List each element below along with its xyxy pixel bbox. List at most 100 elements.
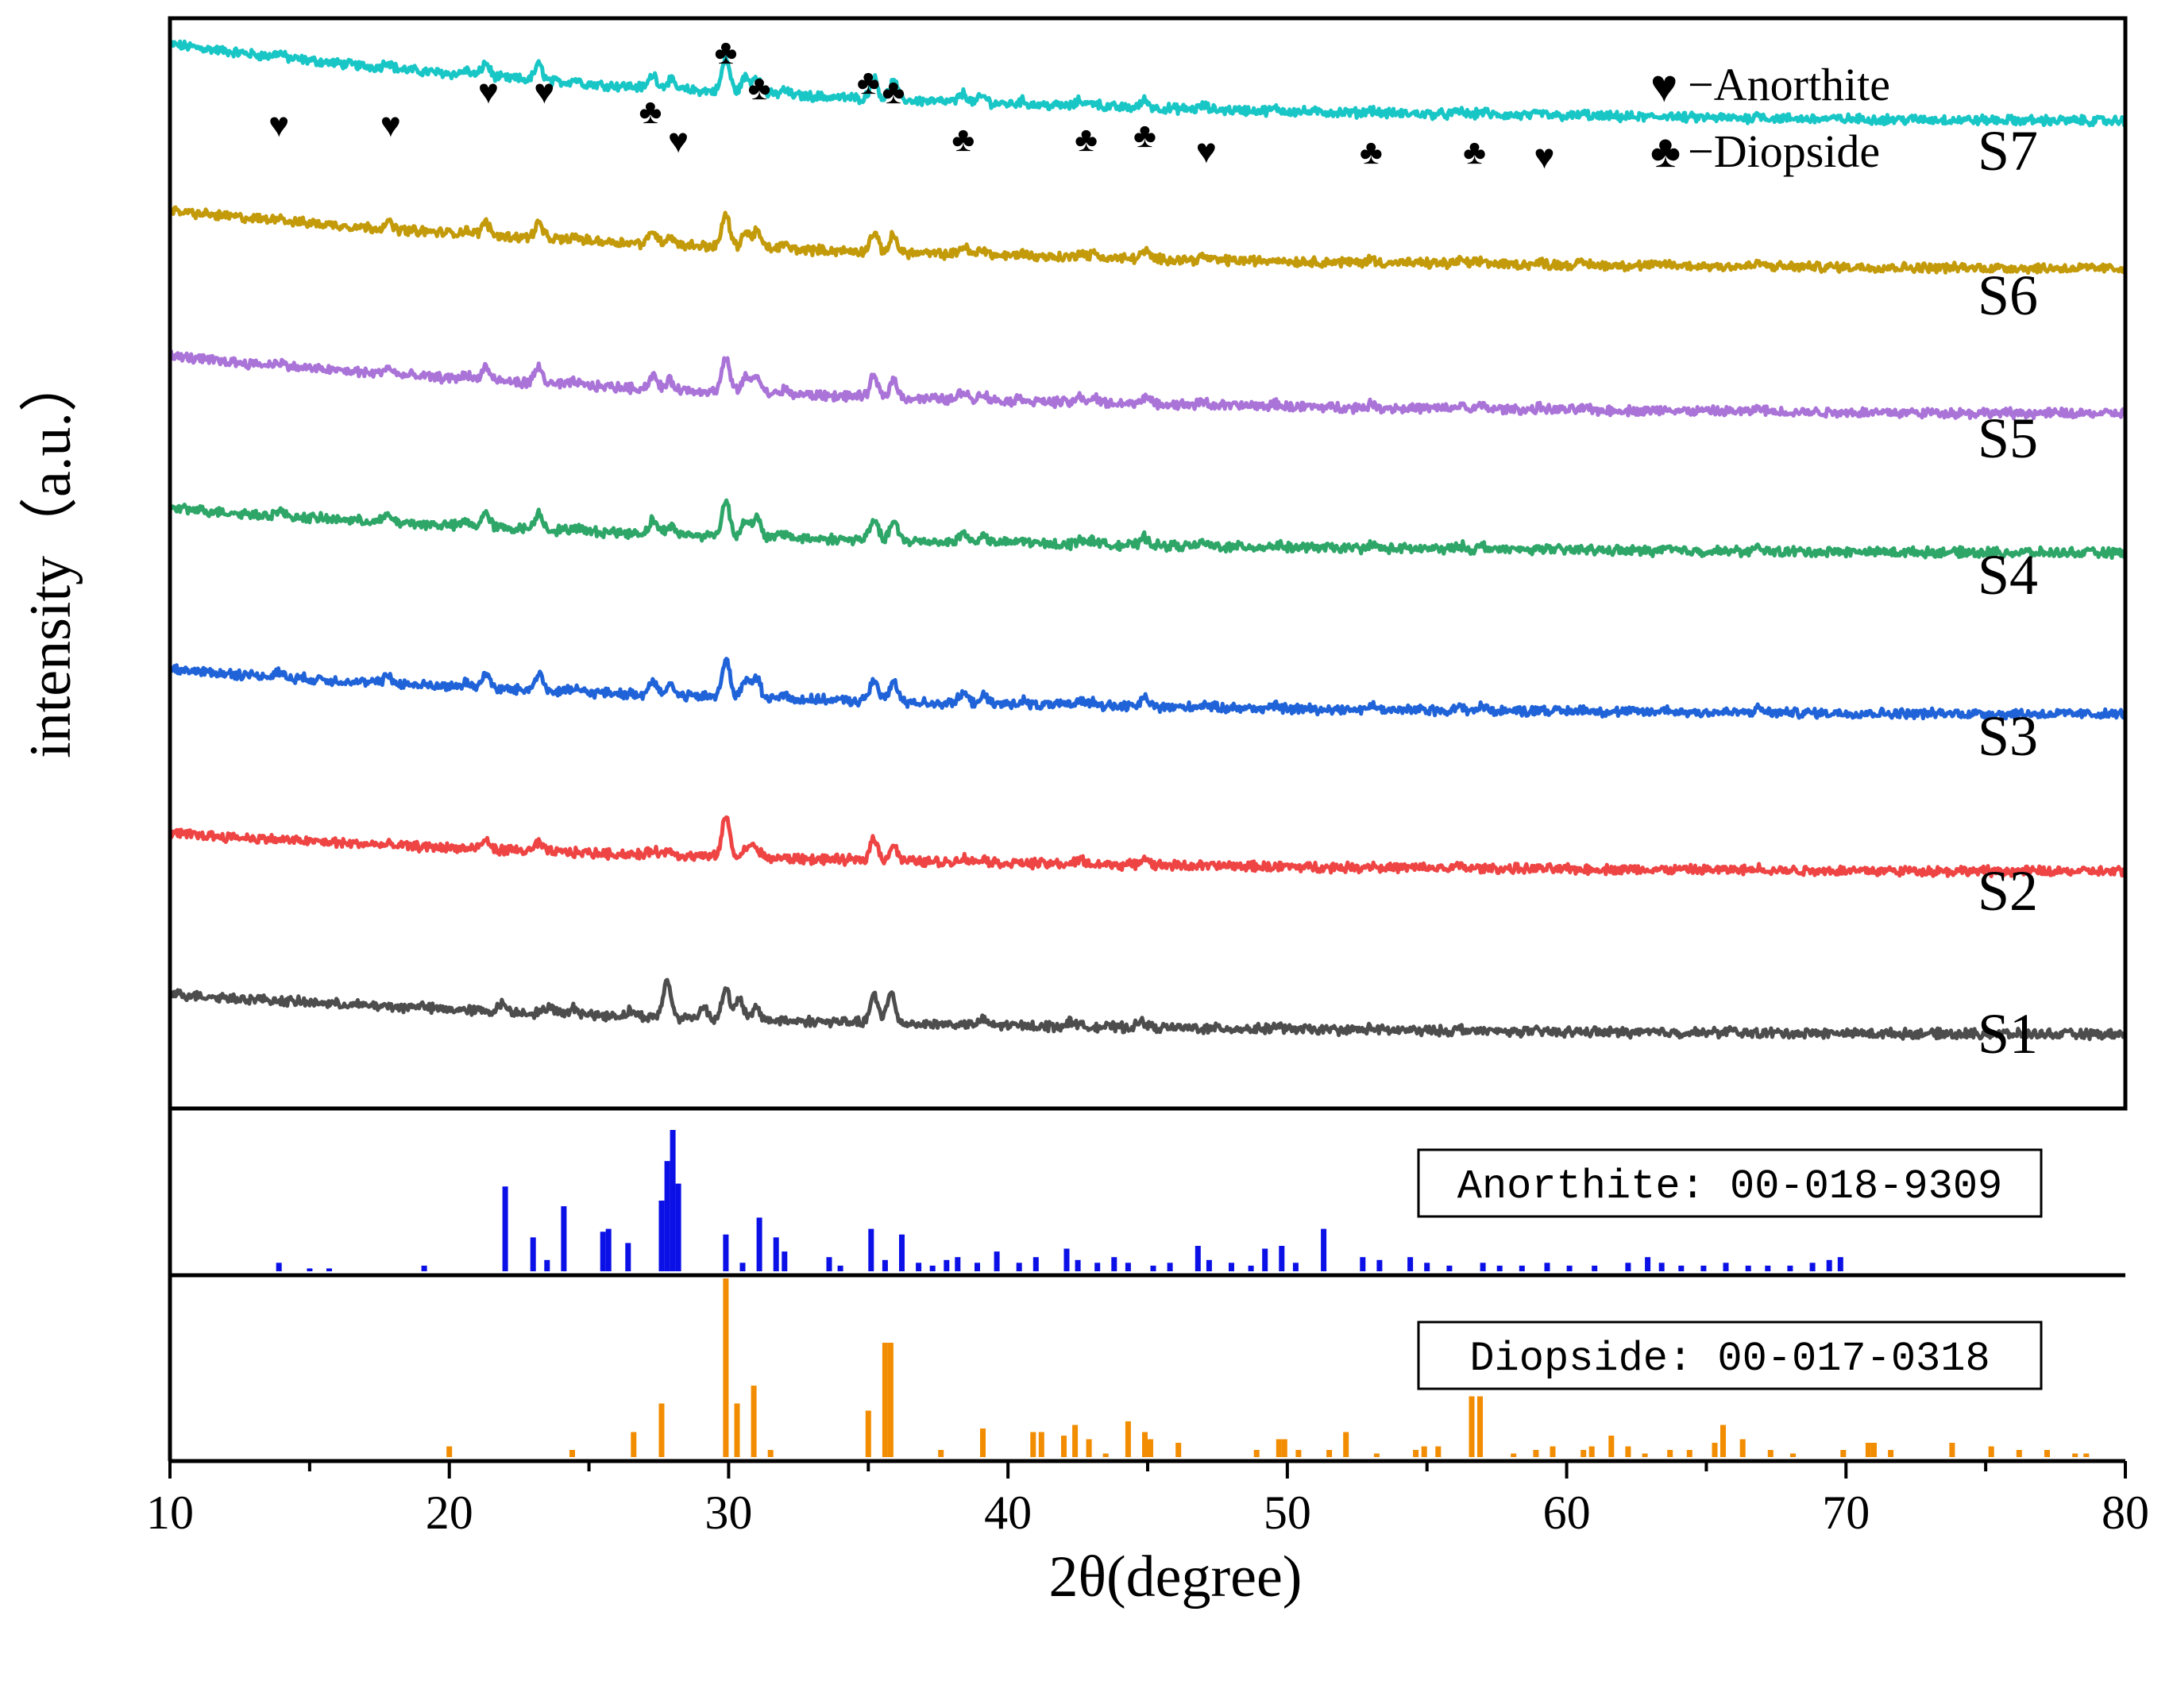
diopside-marker: ♣ [1463,133,1486,172]
anorthite-ref-box [1417,1148,2043,1218]
series-label-s3: S3 [1978,704,2038,768]
anorthite-ref-peak [929,1265,936,1271]
anorthite-ref-peak [1625,1263,1631,1271]
anorthite-ref-peak [1837,1257,1843,1271]
anorthite-marker: ♥ [478,72,499,111]
anorthite-ref-peak [1016,1263,1022,1271]
anorthite-ref-peak [1826,1259,1832,1271]
series-label-s2: S2 [1978,859,2038,923]
series-label-s1: S1 [1978,1002,2038,1066]
diopside-ref-peak [1061,1436,1067,1457]
series-label-s7: S7 [1978,119,2038,183]
diopside-ref-peak [1295,1450,1302,1457]
anorthite-ref-peak [664,1161,670,1271]
legend-symbol-anorthite: ♥ [1650,60,1677,112]
diopside-ref-peak [631,1432,637,1457]
anorthite-marker: ♥ [380,106,401,145]
anorthite-ref-peak [1700,1265,1707,1271]
diopside-marker: ♣ [748,68,771,107]
anorthite-ref-peak [1376,1259,1383,1271]
anorthite-ref-peak [739,1263,746,1271]
diopside-ref-peak [1413,1450,1419,1457]
diopside-ref-peak [1588,1446,1595,1457]
diopside-ref-peak [1988,1446,1994,1457]
diopside-ref-peak [887,1343,894,1457]
anorthite-ref-peak [1809,1263,1816,1271]
x-axis-label: 2θ(degree) [1049,1544,1303,1610]
diopside-marker: ♣ [714,33,737,71]
anorthite-ref-peak [882,1259,888,1271]
diopside-ref-peak [1142,1432,1148,1457]
legend-label-anorthite: −Anorthite [1688,59,1890,110]
diopside-ref-peak [1720,1425,1726,1457]
diopside-ref-peak [938,1450,944,1457]
diopside-ref-peak [1175,1443,1182,1457]
anorthite-ref-peak [544,1259,550,1271]
diopside-ref-peak [2083,1453,2090,1457]
diopside-ref-box [1417,1321,2043,1390]
diopside-ref-peak [1030,1432,1036,1457]
diopside-ref-peak [1581,1450,1587,1457]
diopside-ref-peak [1373,1453,1380,1457]
anorthite-marker: ♥ [268,106,289,145]
anorthite-ref-peak [1321,1228,1327,1271]
x-tick-label: 40 [984,1486,1032,1539]
diopside-ref-peak [1840,1450,1847,1457]
legend: ♥ −Anorthite ♣ −Diopside [1650,59,1890,177]
anorthite-ref-peak [756,1217,762,1271]
series-line-s5 [168,349,2128,421]
diopside-ref-label: Diopside: 00-017-0318 [1469,1336,1990,1382]
anorthite-ref-peak [916,1263,922,1271]
x-tick-label: 10 [146,1486,194,1539]
diopside-ref-peak [980,1428,986,1457]
legend-label-diopside: −Diopside [1688,125,1880,177]
diopside-marker: ♣ [1075,120,1098,159]
diopside-ref-peak [882,1343,888,1457]
diopside-ref-peak [1608,1436,1615,1457]
diopside-ref-peak [1550,1446,1556,1457]
diopside-ref-peak [1326,1450,1333,1457]
diopside-ref-peak [1148,1439,1153,1457]
diopside-ref-peak [1625,1446,1631,1457]
diopside-marker: ♣ [639,92,662,131]
main-plot-frame [168,16,2128,1111]
diopside-ref-peak [1435,1446,1442,1457]
phase-markers: ♥ ♥♥ ♥♣♥♣♣ ♣ ♣♣ ♣ ♣ ♥ ♣ ♣ ♥ [268,33,1554,176]
anorthite-ref-peak [837,1265,843,1271]
anorthite-ref-peak [1292,1263,1299,1271]
anorthite-ref-peak [1279,1246,1285,1271]
anorthite-ref-peak [561,1206,567,1271]
x-tick-label: 50 [1264,1486,1311,1539]
anorthite-ref-peak [1407,1257,1414,1271]
series-label-s4: S4 [1978,543,2038,607]
diopside-ref-peak [1739,1439,1746,1457]
anorthite-ref-peak [1262,1248,1268,1271]
diopside-ref-peak [658,1403,665,1457]
diopside-ref-peak [865,1410,871,1457]
diopside-ref-peak [1125,1421,1131,1457]
x-tick-label: 30 [704,1486,752,1539]
reference-labels: Anorthite: 00-018-9309 Diopside: 00-017-… [1417,1148,2043,1390]
reference-patterns [276,1130,2090,1457]
diopside-ref-peak [1533,1450,1539,1457]
anorthite-ref-label: Anorthite: 00-018-9309 [1457,1163,2003,1210]
series-line-s1 [168,977,2127,1042]
diopside-ref-peak [2016,1450,2022,1457]
diopside-ref-peak [1511,1453,1517,1457]
diopside-ref-peak [1086,1439,1092,1457]
anorthite-ref-peak [326,1268,332,1271]
anorthite-ref-peak [1480,1263,1486,1271]
diopside-marker: ♣ [882,72,905,111]
xrd-series [168,39,2128,1042]
x-tick-label: 60 [1543,1486,1591,1539]
anorthite-ref-peak [1195,1246,1201,1271]
anorthite-ref-peak [1787,1265,1793,1271]
x-axis-ticks: 10 20 30 40 50 60 70 80 [146,1461,2149,1539]
anorthite-ref-peak [1446,1265,1453,1271]
x-tick-label: 80 [2102,1486,2149,1539]
anorthite-ref-peak [944,1259,950,1271]
anorthite-ref-peak [421,1265,427,1271]
anorthite-ref-peak [625,1243,631,1271]
diopside-ref-peak [1477,1396,1483,1457]
diopside-ref-peak [767,1450,774,1457]
